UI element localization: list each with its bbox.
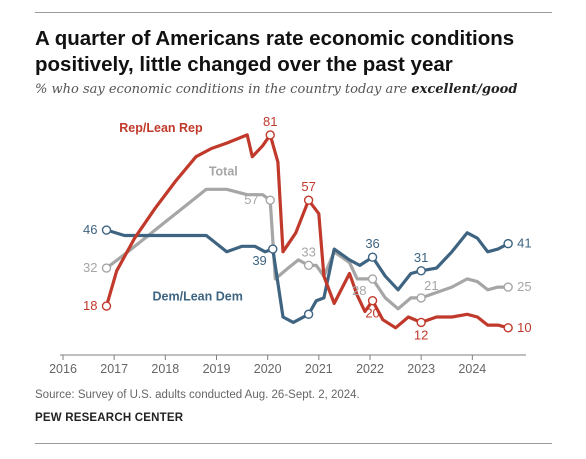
point-marker-total xyxy=(367,274,378,284)
data-label-rep-lean-rep: 12 xyxy=(414,327,428,342)
bottom-rule xyxy=(35,443,552,444)
point-marker-total xyxy=(416,293,426,303)
point-marker-rep-lean-rep xyxy=(503,323,513,333)
point-marker-rep-lean-rep xyxy=(265,130,275,140)
series-label-rep-lean-rep: Rep/Lean Rep xyxy=(119,121,203,135)
x-tick-label: 2023 xyxy=(407,362,435,376)
data-label-total: 28 xyxy=(352,283,366,298)
data-label-total: 32 xyxy=(83,260,97,275)
data-label-rep-lean-rep: 18 xyxy=(83,298,97,313)
data-label-rep-lean-rep: 57 xyxy=(301,179,315,194)
subtitle-emphasis: excellent/good xyxy=(411,82,518,97)
data-label-rep-lean-rep: 10 xyxy=(517,320,531,335)
data-label-dem-lean-dem: 46 xyxy=(83,222,97,237)
x-tick-label: 2024 xyxy=(458,362,486,376)
point-marker-rep-lean-rep xyxy=(101,301,112,311)
top-rule xyxy=(35,12,552,13)
point-marker-rep-lean-rep xyxy=(367,295,378,306)
point-marker-rep-lean-rep xyxy=(416,317,426,328)
data-label-total: 25 xyxy=(517,279,531,294)
data-label-rep-lean-rep: 81 xyxy=(263,114,277,129)
credit-line: PEW RESEARCH CENTER xyxy=(35,412,184,424)
data-label-dem-lean-dem: 41 xyxy=(517,236,531,251)
chart-title: A quarter of Americans rate economic con… xyxy=(35,27,515,76)
point-marker-dem-lean-dem xyxy=(101,225,112,235)
x-tick-label: 2018 xyxy=(151,362,179,376)
x-tick-label: 2021 xyxy=(305,362,333,376)
chart-subtitle: % who say economic conditions in the cou… xyxy=(35,82,575,97)
point-marker-dem-lean-dem xyxy=(367,252,378,262)
point-marker-total xyxy=(101,263,112,273)
point-marker-dem-lean-dem xyxy=(416,266,426,276)
point-marker-dem-lean-dem xyxy=(303,309,314,319)
data-label-dem-lean-dem: 31 xyxy=(414,250,428,265)
point-marker-total xyxy=(303,260,314,271)
point-marker-dem-lean-dem xyxy=(503,238,513,249)
series-label-total: Total xyxy=(209,165,238,179)
x-tick-label: 2017 xyxy=(100,362,128,376)
point-marker-total xyxy=(503,282,513,292)
x-tick-label: 2022 xyxy=(356,362,384,376)
data-label-total: 33 xyxy=(301,244,315,259)
x-tick-label: 2020 xyxy=(254,362,282,376)
series-line-rep-lean-rep xyxy=(104,133,510,330)
series-label-dem-lean-dem: Dem/Lean Dem xyxy=(153,290,243,304)
point-marker-total xyxy=(265,195,275,205)
data-label-total: 21 xyxy=(424,278,438,293)
data-label-dem-lean-dem: 36 xyxy=(365,236,379,251)
x-tick-label: 2016 xyxy=(49,362,77,376)
data-label-rep-lean-rep: 20 xyxy=(365,306,379,321)
subtitle-prefix: % who say economic conditions in the cou… xyxy=(35,82,412,97)
series-line-dem-lean-dem xyxy=(104,228,510,324)
point-marker-rep-lean-rep xyxy=(303,195,314,205)
point-marker-dem-lean-dem xyxy=(268,244,278,254)
source-note: Source: Survey of U.S. adults conducted … xyxy=(35,389,360,401)
data-label-dem-lean-dem: 39 xyxy=(252,253,266,268)
data-label-total: 57 xyxy=(244,192,258,207)
x-tick-label: 2019 xyxy=(203,362,231,376)
